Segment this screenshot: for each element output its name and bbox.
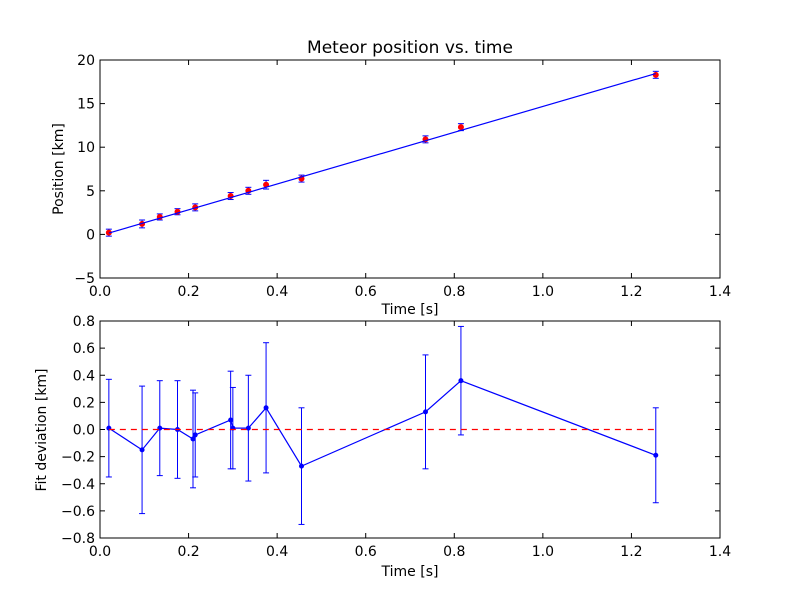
y-axis-label: Fit deviation [km] [34, 368, 50, 491]
data-point [653, 452, 659, 458]
y-tick-label: 0.0 [73, 423, 95, 439]
x-tick-label: 1.2 [620, 544, 642, 560]
y-tick-label: 15 [77, 97, 95, 113]
fit-line [108, 72, 656, 234]
data-point [139, 447, 145, 453]
x-tick-label: 0.0 [89, 544, 111, 560]
y-tick-label: 0.6 [73, 341, 95, 357]
y-tick-label: 10 [77, 140, 95, 156]
x-axis-label: Time [s] [381, 564, 439, 580]
data-point [228, 417, 234, 423]
x-tick-label: 0.6 [355, 284, 377, 300]
y-axis-label: Position [km] [51, 123, 67, 215]
deviation-line [108, 379, 657, 467]
y-tick-label: −0.8 [61, 531, 95, 547]
y-tick-label: 0.8 [73, 314, 95, 330]
x-tick-label: 0.2 [177, 544, 199, 560]
data-marks [105, 70, 659, 237]
y-tick-label: −5 [74, 271, 95, 287]
data-point [263, 405, 269, 411]
x-tick-label: 0.4 [266, 284, 288, 300]
plot-area [99, 59, 721, 279]
data-point [423, 409, 428, 415]
data-point [652, 71, 659, 78]
x-tick-label: 0.4 [266, 544, 288, 560]
y-tick-label: 0 [86, 227, 95, 243]
y-tick-label: −0.4 [61, 477, 95, 493]
x-tick-label: 0.0 [89, 284, 111, 300]
x-axis-label: Time [s] [381, 302, 439, 318]
ticks: 0.0 0.2 0.4 0.6 0.8 1.0 1.2 1.4 −5 0 5 10 15 20 [74, 53, 731, 300]
data-point [299, 463, 304, 469]
x-tick-label: 1.4 [709, 284, 731, 300]
x-tick-label: 0.8 [443, 284, 465, 300]
x-tick-label: 0.6 [355, 544, 377, 560]
data-point [458, 378, 464, 384]
x-tick-label: 1.0 [532, 284, 554, 300]
y-tick-label: 0.2 [73, 395, 95, 411]
y-tick-label: 0.4 [73, 368, 95, 384]
fit-deviation-chart: 0.0 0.2 0.4 0.6 0.8 1.0 1.2 1.4 −0.8 −0.6 −0.4 −0.2… [34, 314, 731, 580]
x-tick-label: 1.4 [709, 544, 731, 560]
data-point [190, 436, 196, 442]
y-tick-label: −0.2 [61, 450, 95, 466]
data-point [245, 425, 251, 431]
ticks: 0.0 0.2 0.4 0.6 0.8 1.0 1.2 1.4 −0.8 −0.6 −0.4 −0.2… [61, 314, 731, 560]
data-point [192, 432, 198, 438]
position-chart: Meteor position vs. time 0.0 0.2 0.4 0.6 0.8… [51, 38, 731, 318]
y-tick-label: 5 [86, 184, 95, 200]
y-tick-label: 20 [77, 53, 95, 69]
y-tick-label: −0.6 [61, 504, 95, 520]
x-tick-label: 0.2 [177, 284, 199, 300]
x-tick-label: 0.8 [443, 544, 465, 560]
x-tick-label: 1.0 [532, 544, 554, 560]
chart-title: Meteor position vs. time [307, 38, 513, 58]
data-marks [105, 325, 659, 525]
data-point [457, 124, 464, 131]
x-tick-label: 1.2 [620, 284, 642, 300]
